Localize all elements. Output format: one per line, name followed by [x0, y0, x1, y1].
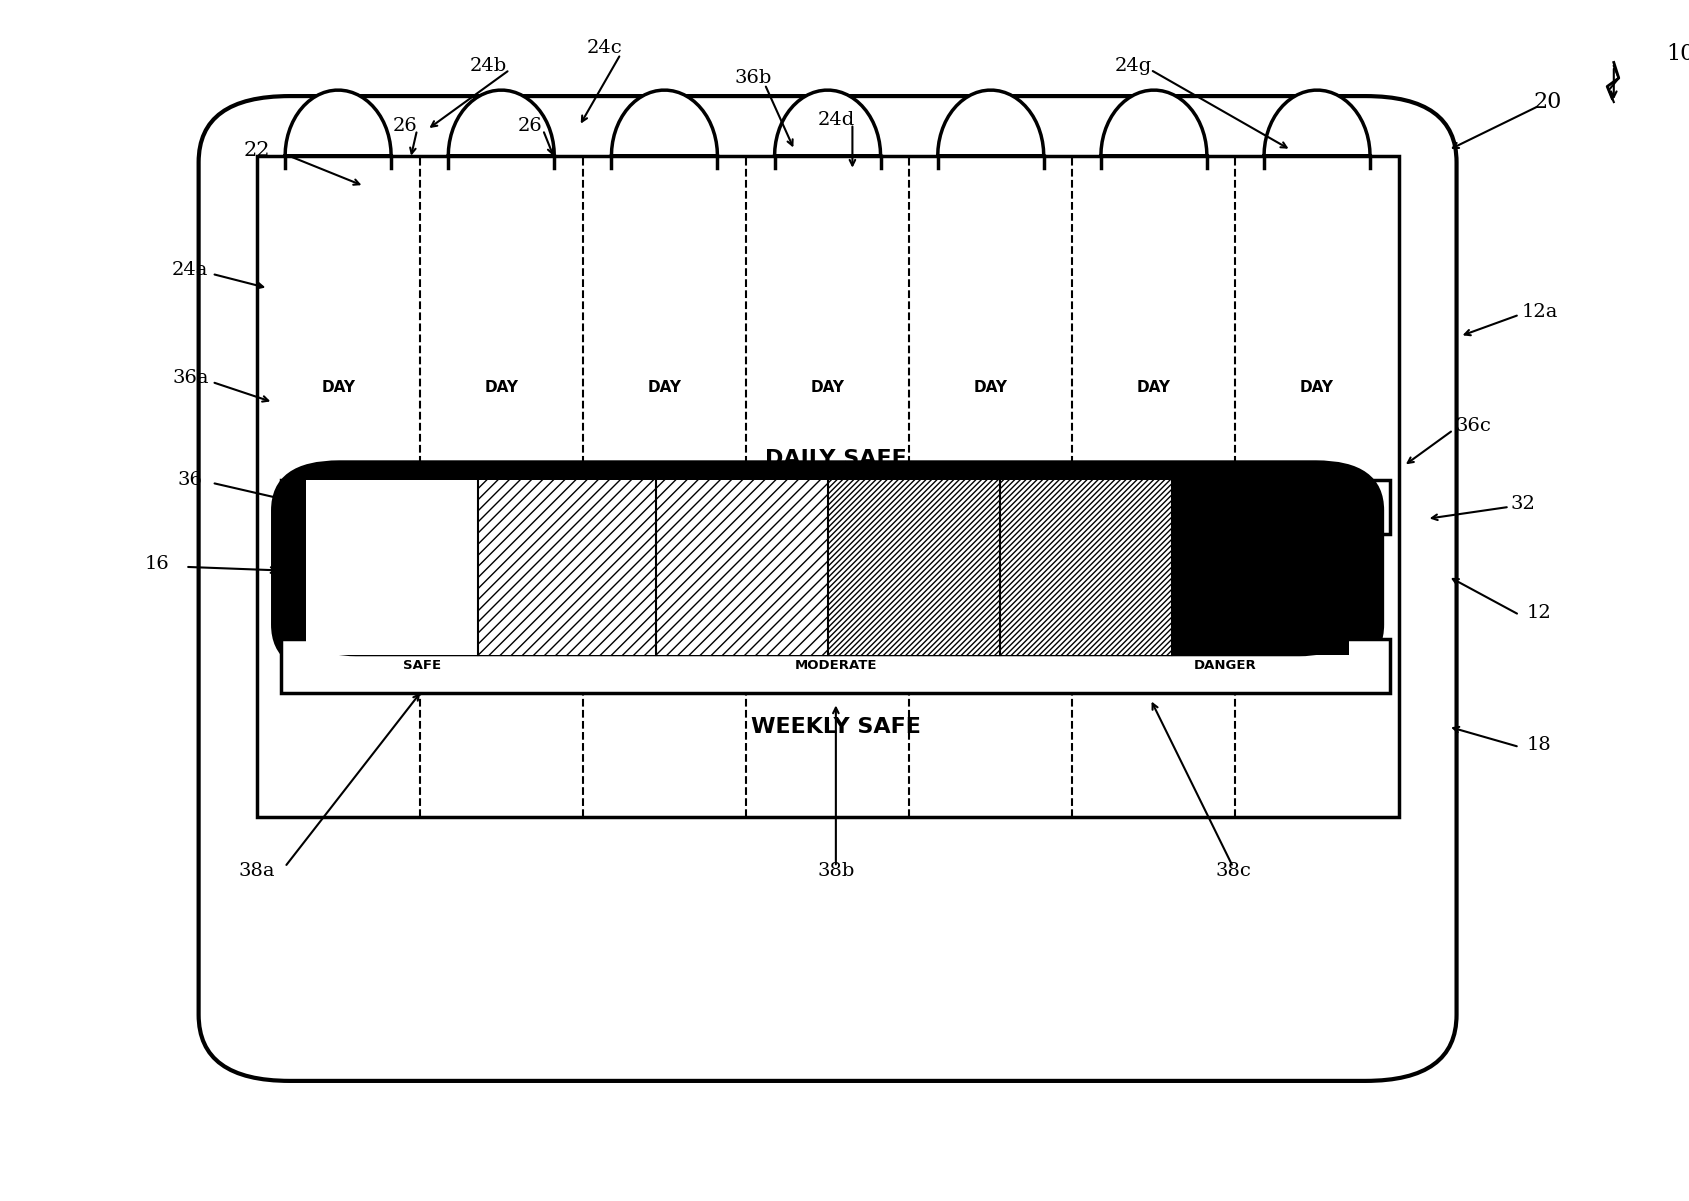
- FancyBboxPatch shape: [199, 96, 1456, 1081]
- Text: 12a: 12a: [1522, 304, 1557, 321]
- Text: 4: 4: [817, 519, 838, 546]
- Text: 10: 10: [1665, 43, 1689, 65]
- Text: 6: 6: [1143, 519, 1164, 546]
- Text: 38c: 38c: [1214, 862, 1252, 879]
- Text: 3: 3: [655, 519, 674, 546]
- Bar: [282, 480, 1390, 534]
- Text: DAY: DAY: [811, 380, 844, 395]
- Text: 26: 26: [517, 118, 542, 135]
- Polygon shape: [285, 90, 392, 156]
- Text: DAY: DAY: [1301, 380, 1334, 395]
- Polygon shape: [937, 90, 1044, 156]
- Text: WEEKLY SAFE: WEEKLY SAFE: [752, 717, 921, 736]
- Text: 20: 20: [1534, 91, 1562, 113]
- Text: DAY: DAY: [1137, 380, 1170, 395]
- Text: 36b: 36b: [735, 70, 772, 86]
- Text: 24d: 24d: [817, 112, 855, 129]
- Text: SAFE: SAFE: [444, 501, 483, 514]
- Text: DAY: DAY: [485, 380, 519, 395]
- Text: DAILY SAFE: DAILY SAFE: [765, 449, 907, 468]
- Text: 22: 22: [243, 141, 270, 160]
- Text: 32: 32: [1510, 496, 1535, 513]
- Polygon shape: [1101, 90, 1208, 156]
- Bar: [306, 480, 478, 655]
- FancyBboxPatch shape: [306, 480, 1350, 655]
- Text: 36: 36: [177, 472, 203, 489]
- Polygon shape: [775, 90, 880, 156]
- Text: DANGER: DANGER: [1194, 659, 1257, 673]
- Text: DAY: DAY: [321, 380, 355, 395]
- Polygon shape: [1263, 90, 1370, 156]
- Text: 24b: 24b: [470, 58, 507, 74]
- Bar: [282, 639, 1390, 693]
- Text: 18: 18: [1527, 736, 1552, 753]
- Text: MODERATE: MODERATE: [736, 501, 819, 514]
- Bar: [1000, 480, 1172, 655]
- Text: 26: 26: [394, 118, 417, 135]
- Bar: [1172, 480, 1350, 655]
- Text: 38a: 38a: [238, 862, 275, 879]
- Bar: [828, 480, 1000, 655]
- Text: 7: 7: [1307, 519, 1328, 546]
- FancyBboxPatch shape: [274, 462, 1382, 673]
- Polygon shape: [448, 90, 554, 156]
- FancyBboxPatch shape: [257, 156, 1398, 817]
- Text: DANGER: DANGER: [1020, 501, 1083, 514]
- Text: 36c: 36c: [1456, 418, 1491, 435]
- Text: 12: 12: [1527, 604, 1552, 621]
- Text: 38b: 38b: [817, 862, 855, 879]
- Bar: [478, 480, 655, 655]
- Text: 24a: 24a: [172, 262, 208, 279]
- Text: 24g: 24g: [1115, 58, 1152, 74]
- Text: DAY: DAY: [975, 380, 1008, 395]
- Text: 1: 1: [328, 519, 348, 546]
- Text: SAFE: SAFE: [404, 659, 441, 673]
- Bar: [655, 480, 828, 655]
- Text: 16: 16: [145, 556, 169, 573]
- Text: MODERATE: MODERATE: [794, 659, 877, 673]
- Text: DAY: DAY: [647, 380, 681, 395]
- Polygon shape: [611, 90, 718, 156]
- Text: 36a: 36a: [172, 370, 209, 387]
- Text: 2: 2: [491, 519, 512, 546]
- Text: 5: 5: [981, 519, 1000, 546]
- Text: 24c: 24c: [586, 40, 622, 56]
